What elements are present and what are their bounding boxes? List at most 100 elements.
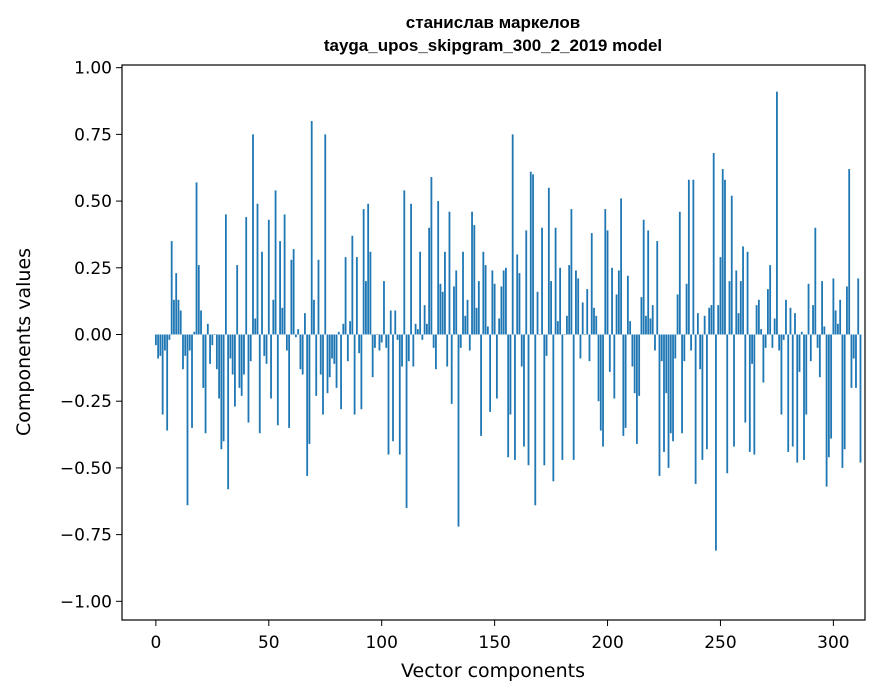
- bar: [267, 219, 270, 335]
- bar: [608, 334, 611, 372]
- bar: [502, 270, 505, 335]
- bar: [315, 334, 318, 396]
- bar: [319, 334, 322, 375]
- bar: [432, 334, 435, 348]
- bar: [473, 225, 476, 335]
- bar: [374, 334, 376, 348]
- x-tick-label: 0: [150, 633, 161, 653]
- bar: [823, 326, 826, 335]
- bar: [841, 334, 844, 468]
- bar: [238, 334, 241, 388]
- bar: [855, 334, 857, 388]
- bar: [733, 334, 735, 447]
- bar: [807, 283, 810, 335]
- bar: [200, 310, 202, 335]
- y-tick-label: 0.75: [74, 125, 112, 145]
- bar: [193, 331, 196, 335]
- bar: [369, 251, 372, 335]
- y-tick-label: −0.75: [60, 526, 112, 546]
- y-tick-label: 0.00: [74, 325, 112, 345]
- y-tick-label: −0.50: [60, 459, 112, 479]
- x-tick-label: 100: [365, 633, 397, 653]
- bar: [520, 334, 523, 367]
- y-tick-label: −1.00: [60, 592, 112, 612]
- bar: [349, 321, 351, 335]
- bar: [622, 334, 625, 436]
- bar: [534, 334, 537, 506]
- bar: [547, 187, 550, 335]
- bar: [254, 318, 257, 335]
- bar: [757, 299, 760, 335]
- bar: [796, 334, 799, 463]
- bar: [274, 190, 277, 335]
- bar: [656, 241, 659, 335]
- bar: [392, 334, 394, 442]
- bar: [579, 334, 582, 359]
- bar: [629, 321, 632, 335]
- bar: [337, 331, 340, 335]
- bar: [466, 299, 469, 335]
- bar: [204, 334, 207, 434]
- bar: [814, 227, 817, 335]
- bar: [800, 331, 803, 335]
- bar: [735, 270, 738, 335]
- bar: [715, 334, 717, 551]
- bar: [263, 334, 266, 356]
- bar: [229, 334, 232, 359]
- bar: [509, 334, 512, 415]
- bar: [789, 307, 792, 335]
- bar: [669, 334, 672, 434]
- bar: [486, 326, 489, 335]
- bar: [355, 257, 358, 335]
- bar: [450, 334, 453, 404]
- bar: [834, 310, 837, 335]
- bar: [428, 227, 431, 335]
- bar: [642, 219, 645, 335]
- bar: [721, 169, 724, 335]
- bar: [371, 334, 374, 378]
- y-tick-label: 0.50: [74, 192, 112, 212]
- bar: [737, 313, 740, 335]
- bar: [678, 211, 681, 335]
- bar: [177, 299, 180, 335]
- bar: [258, 334, 261, 434]
- bar: [222, 334, 225, 442]
- bar: [857, 278, 860, 335]
- bar: [351, 235, 354, 335]
- x-tick-label: 300: [817, 633, 849, 653]
- bar: [184, 334, 187, 356]
- bar: [175, 273, 178, 335]
- bar: [776, 91, 778, 335]
- bar: [755, 305, 758, 335]
- bar: [624, 334, 627, 428]
- bar: [636, 334, 638, 444]
- bar: [590, 233, 593, 335]
- bar: [739, 281, 742, 335]
- bar: [425, 323, 428, 335]
- bar: [805, 334, 808, 415]
- bar: [243, 334, 245, 375]
- bar: [170, 241, 173, 335]
- bar: [313, 299, 315, 335]
- bar: [782, 334, 785, 340]
- bar: [482, 251, 485, 335]
- bar: [615, 294, 618, 335]
- bar: [430, 177, 433, 335]
- bar: [500, 286, 503, 335]
- bar: [602, 334, 604, 447]
- bar: [730, 195, 733, 335]
- bar: [367, 203, 370, 335]
- bar: [561, 334, 564, 460]
- y-tick-label: 1.00: [74, 59, 112, 79]
- bar: [769, 265, 772, 335]
- bar: [439, 283, 442, 335]
- bar: [760, 329, 763, 335]
- bar: [706, 334, 708, 450]
- x-axis-label: Vector components: [401, 660, 585, 682]
- bar: [376, 334, 379, 335]
- bar: [708, 307, 711, 335]
- bar: [699, 334, 702, 370]
- bar: [694, 334, 697, 484]
- bar: [577, 278, 580, 335]
- bar: [403, 190, 406, 335]
